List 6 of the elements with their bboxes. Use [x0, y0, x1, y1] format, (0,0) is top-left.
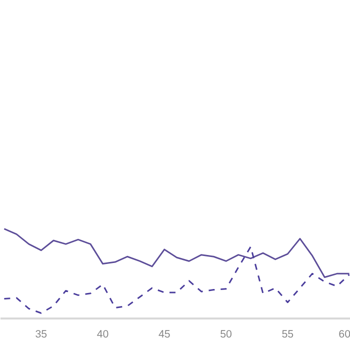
- x-tick-label: 40: [96, 328, 109, 340]
- x-tick-label: 60: [338, 328, 350, 340]
- x-tick-label: 55: [282, 328, 294, 340]
- x-tick-label: 50: [220, 328, 232, 340]
- x-tick-label: 45: [158, 328, 170, 340]
- x-tick-label: 35: [35, 328, 48, 340]
